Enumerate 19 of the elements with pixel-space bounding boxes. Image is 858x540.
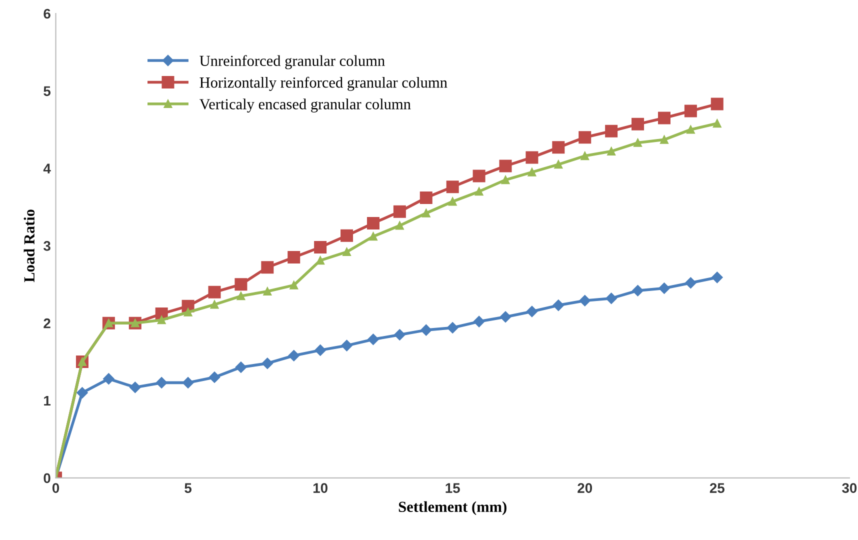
legend-label: Horizontally reinforced granular column (200, 76, 448, 91)
x-tick-label: 10 (313, 483, 328, 493)
legend-label: Verticaly encased granular column (199, 98, 411, 112)
x-tick-label: 0 (52, 483, 60, 493)
y-tick-label: 5 (44, 86, 51, 96)
y-tick-label: 4 (43, 164, 51, 174)
y-tick-label: 0 (44, 473, 50, 484)
y-axis-title: Load Ratio (24, 210, 35, 282)
x-tick-label: 15 (446, 483, 460, 493)
x-axis-title: Settlement (mm) (398, 501, 506, 516)
legend-label: Unreinforced granular column (200, 55, 385, 70)
x-tick-label: 30 (842, 483, 857, 493)
x-tick-label: 20 (578, 483, 592, 493)
y-tick-label: 6 (44, 8, 50, 19)
x-tick-label: 5 (184, 483, 192, 493)
y-tick-label: 2 (44, 318, 50, 328)
y-tick-label: 1 (44, 396, 51, 406)
x-tick-label: 25 (710, 483, 724, 493)
y-tick-label: 3 (44, 241, 50, 251)
